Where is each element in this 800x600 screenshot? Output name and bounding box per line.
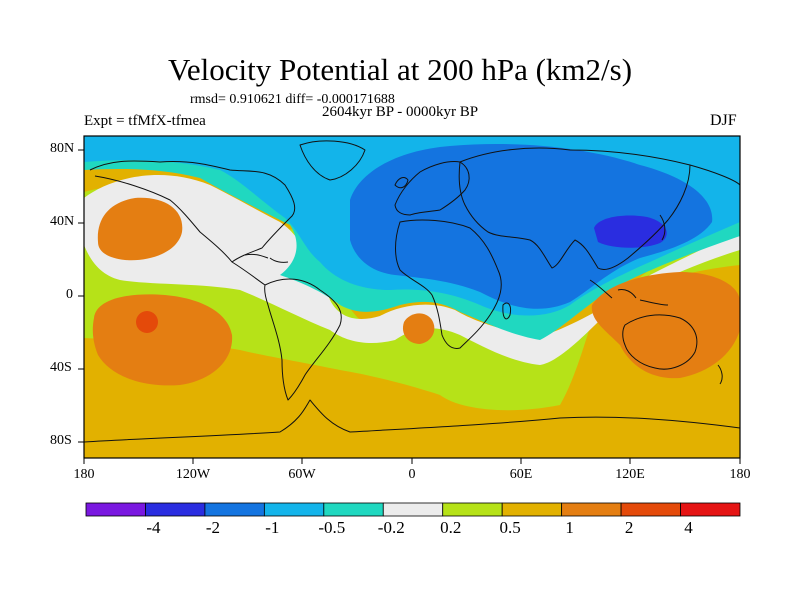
colorbar-label: 1 xyxy=(565,518,574,537)
field-pos-1-2-spacific xyxy=(92,294,233,386)
colorbar-swatch xyxy=(145,502,206,517)
field-near-zero xyxy=(84,175,740,365)
coastlines xyxy=(84,140,740,443)
lat-label: 80N xyxy=(50,141,75,156)
colorbar-label: -1 xyxy=(265,518,280,537)
field-neg-4-2 xyxy=(594,215,667,248)
page-title: Velocity Potential at 200 hPa (km2/s) xyxy=(167,52,633,87)
lon-label: 120E xyxy=(615,467,645,482)
colorbar-swatch xyxy=(680,502,741,517)
colorbar-swatch xyxy=(323,502,384,517)
colorbar-swatch xyxy=(442,502,503,517)
colorbar-label: 0.2 xyxy=(440,518,462,537)
lon-label: 120W xyxy=(175,467,211,482)
colorbar-swatch xyxy=(561,502,622,517)
lat-label: 0 xyxy=(66,287,73,302)
lon-label: 180 xyxy=(729,467,751,482)
lon-label: 0 xyxy=(408,467,416,482)
experiment-label: Expt = tfMfX-tfmea xyxy=(84,113,206,129)
field-neg-2-1 xyxy=(350,144,713,309)
colorbar-swatch xyxy=(382,502,444,517)
lat-label: 40S xyxy=(50,360,72,375)
colorbar-label: -0.5 xyxy=(318,518,346,537)
colorbar-label: -4 xyxy=(146,518,161,537)
colorbar-label: -2 xyxy=(205,518,220,537)
field-pos-1-2-maritime xyxy=(591,272,740,379)
field-pos-1-2-npacific xyxy=(97,197,183,261)
lon-label: 60E xyxy=(509,467,533,482)
colorbar-swatch xyxy=(263,502,325,517)
lon-label: 60W xyxy=(288,467,316,482)
colorbar-label: 2 xyxy=(624,518,634,537)
colorbar-label: -0.2 xyxy=(377,518,405,537)
lat-label: 40N xyxy=(50,214,75,229)
field-pos-2-4 xyxy=(136,311,158,333)
stats-line: rmsd= 0.910621 diff= -0.000171688 xyxy=(190,92,395,107)
colorbar-swatch xyxy=(204,502,265,517)
colorbar-swatch xyxy=(620,502,681,517)
colorbar xyxy=(85,502,741,517)
field-pos-1-2-satlantic xyxy=(402,313,435,344)
colorbar-swatch xyxy=(501,502,563,517)
lat-label: 80S xyxy=(50,433,72,448)
axis-ticks xyxy=(78,149,741,464)
lon-label: 180 xyxy=(73,467,95,482)
period-label: 2604kyr BP - 0000kyr BP xyxy=(322,104,479,120)
colorbar-swatch xyxy=(85,502,146,517)
colorbar-label: 0.5 xyxy=(499,518,521,537)
season-label: DJF xyxy=(710,112,737,129)
colorbar-label: 4 xyxy=(684,518,693,537)
